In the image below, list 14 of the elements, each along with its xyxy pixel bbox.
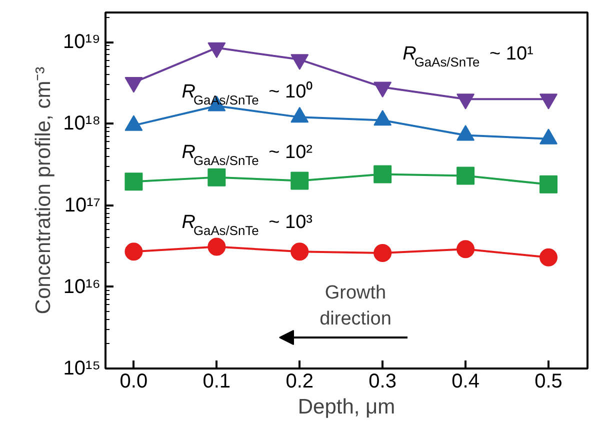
- x-tick-label: 0.0: [120, 370, 148, 392]
- y-tick-label: 10¹⁸: [63, 112, 100, 135]
- x-axis-title: Depth, μm: [298, 396, 396, 418]
- y-axis-title: Concentration profile, cm⁻³: [32, 66, 56, 314]
- y-tick-label: 10¹⁵: [63, 358, 101, 380]
- x-tick-label: 0.4: [452, 370, 480, 392]
- x-tick-label: 0.2: [286, 370, 314, 392]
- x-tick-label: 0.3: [368, 370, 396, 392]
- y-tick-label: 10¹⁷: [64, 194, 101, 216]
- y-tick-label: 10¹⁹: [63, 31, 101, 54]
- x-tick-label: 0.1: [202, 370, 231, 392]
- y-tick-label: 10¹⁶: [63, 276, 100, 298]
- x-tick-label: 0.5: [534, 370, 562, 392]
- annotation: Growth direction: [320, 282, 392, 330]
